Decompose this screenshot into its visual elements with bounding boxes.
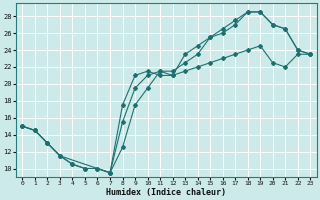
- X-axis label: Humidex (Indice chaleur): Humidex (Indice chaleur): [106, 188, 226, 197]
